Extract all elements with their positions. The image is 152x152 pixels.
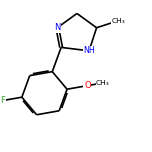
Text: O: O bbox=[84, 81, 91, 90]
Text: NH: NH bbox=[83, 46, 95, 55]
Text: N: N bbox=[54, 23, 60, 32]
Text: CH₃: CH₃ bbox=[112, 18, 125, 24]
Text: CH₃: CH₃ bbox=[96, 80, 110, 86]
Text: F: F bbox=[0, 96, 5, 105]
